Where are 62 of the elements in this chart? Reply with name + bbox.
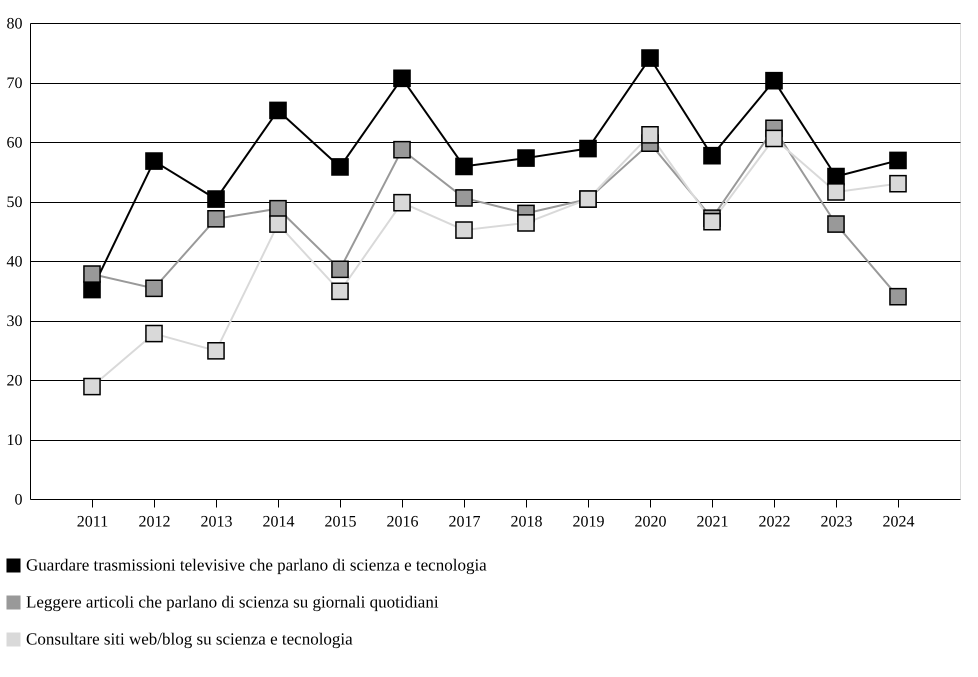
point	[889, 174, 907, 192]
point	[393, 194, 411, 212]
x-tick-label: 2017	[448, 514, 480, 530]
point	[765, 72, 783, 90]
x-tick-label: 2020	[634, 514, 666, 530]
point	[455, 189, 473, 207]
point	[703, 212, 721, 231]
x-tick-label: 2011	[76, 514, 108, 530]
x-tick-label: 2021	[696, 514, 728, 530]
x-tick-label: 2014	[262, 514, 294, 530]
point	[145, 152, 163, 170]
point	[517, 149, 535, 167]
x-tick-label: 2019	[572, 514, 604, 530]
point	[579, 140, 597, 158]
point	[331, 260, 349, 278]
point	[269, 102, 287, 120]
legend-label: Leggere articoli che parlano di scienza su giornali quotidiani	[26, 592, 439, 612]
point	[83, 265, 101, 283]
y-tick-label: 80	[6, 16, 22, 32]
point	[455, 158, 473, 176]
point	[827, 215, 845, 233]
point	[207, 342, 225, 360]
point	[207, 190, 225, 208]
y-tick-label: 10	[6, 432, 22, 449]
point	[207, 210, 225, 228]
x-tick-label: 2013	[200, 514, 232, 530]
y-tick-label: 60	[6, 134, 22, 152]
legend-label: Guardare trasmissioni televisive che parlano di scienza e tecnologia	[26, 556, 488, 574]
x-tick-label: 2012	[138, 514, 170, 530]
point	[765, 130, 783, 148]
point	[145, 280, 163, 298]
point	[331, 282, 349, 300]
point	[269, 215, 287, 233]
point	[455, 221, 473, 239]
point	[393, 140, 411, 159]
x-tick-label: 2018	[510, 514, 542, 530]
point	[827, 183, 845, 201]
point	[703, 146, 721, 164]
y-tick-label: 20	[6, 372, 22, 390]
y-tick-label: 70	[6, 75, 22, 92]
point	[641, 49, 659, 67]
x-tick-label: 2015	[324, 514, 356, 530]
point	[889, 152, 907, 170]
point	[83, 280, 101, 298]
point	[145, 324, 163, 342]
point	[393, 70, 411, 88]
point	[889, 288, 907, 306]
x-tick-label: 2024	[882, 514, 914, 530]
x-tick-label: 2016	[386, 514, 418, 530]
legend-label: Consultare siti web/blog su scienza e tecnologia	[26, 630, 354, 648]
y-tick-label: 0	[14, 492, 22, 508]
point	[517, 214, 535, 232]
point	[83, 378, 101, 396]
point	[641, 126, 659, 144]
point	[269, 200, 287, 218]
x-tick-label: 2022	[758, 514, 790, 530]
x-tick-label: 2023	[820, 514, 852, 530]
point	[331, 158, 349, 176]
y-tick-label: 50	[6, 194, 22, 211]
point	[827, 168, 845, 186]
y-tick-label: 30	[6, 313, 22, 330]
y-tick-label: 40	[6, 254, 22, 270]
